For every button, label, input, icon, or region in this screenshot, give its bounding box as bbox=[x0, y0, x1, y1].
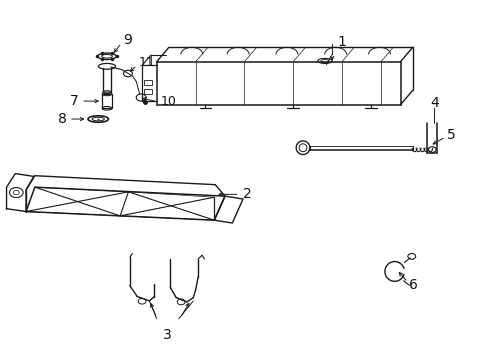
Text: 8: 8 bbox=[58, 112, 66, 126]
Text: 7: 7 bbox=[70, 94, 79, 108]
Text: 10: 10 bbox=[160, 95, 176, 108]
Text: 1: 1 bbox=[336, 35, 346, 49]
Text: 11: 11 bbox=[139, 56, 154, 69]
Text: 5: 5 bbox=[446, 128, 455, 142]
Text: 3: 3 bbox=[163, 328, 171, 342]
Bar bbox=[143, 80, 152, 85]
Text: 2: 2 bbox=[243, 187, 251, 201]
Bar bbox=[143, 89, 152, 94]
Text: 9: 9 bbox=[123, 33, 132, 47]
Text: 6: 6 bbox=[408, 278, 417, 292]
Text: 4: 4 bbox=[430, 96, 439, 110]
Bar bbox=[102, 94, 112, 108]
